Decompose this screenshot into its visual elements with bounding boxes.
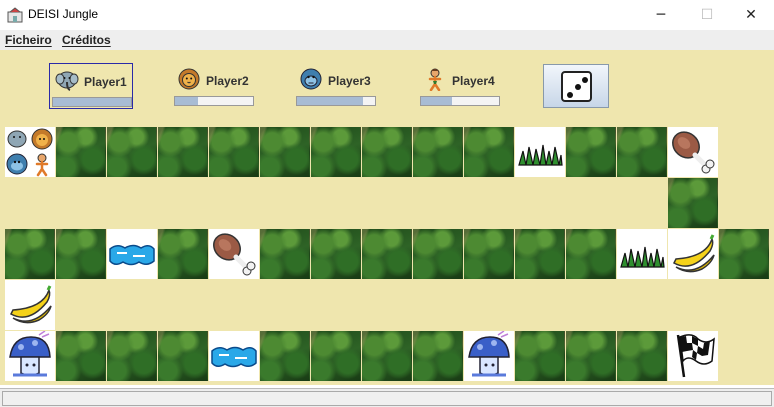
jungle-tile [413, 127, 463, 177]
jungle-tile [158, 229, 208, 279]
board-tile-players [5, 127, 55, 177]
dice-icon [561, 71, 592, 102]
jungle-tile [107, 331, 157, 381]
player-name: Player1 [84, 75, 127, 89]
jungle-tile [617, 331, 667, 381]
jungle-tile [5, 229, 55, 279]
mushroom-icon [468, 331, 510, 377]
jungle-tile [107, 127, 157, 177]
player-selection-box[interactable]: Player1 [49, 63, 133, 109]
board-tile-grass [617, 229, 667, 279]
player-selection-box[interactable]: Player3 [294, 63, 378, 109]
jungle-tile [260, 229, 310, 279]
player-energy-bar [420, 96, 500, 106]
water-icon [109, 244, 155, 266]
lion-icon [178, 68, 200, 90]
jungle-tile [56, 127, 106, 177]
jungle-tile [566, 127, 616, 177]
game-board [5, 127, 769, 382]
jungle-tile [566, 331, 616, 381]
board-tile-meat [209, 229, 259, 279]
title-bar: DEISI Jungle ─ ☐ ✕ [0, 0, 774, 30]
jungle-tile [260, 127, 310, 177]
jungle-tile [362, 229, 412, 279]
board-tile-mushroom [464, 331, 514, 381]
gorilla-icon [300, 68, 322, 90]
menu-bar: Ficheiro Créditos [0, 30, 774, 50]
board-tile-grass [515, 127, 565, 177]
jungle-tile [413, 331, 463, 381]
board-tile-banana [668, 229, 718, 279]
window-title: DEISI Jungle [28, 7, 99, 21]
jungle-tile [515, 331, 565, 381]
grass-icon [518, 144, 563, 166]
player-energy-bar [174, 96, 254, 106]
banana-icon [10, 285, 52, 324]
board-tile-finish [668, 331, 718, 381]
elephant-icon [55, 71, 79, 91]
jungle-tile [158, 127, 208, 177]
player-energy-bar [52, 97, 132, 107]
jungle-tile [311, 127, 361, 177]
jungle-tile [515, 229, 565, 279]
player-name: Player2 [206, 74, 249, 88]
tarzan-icon [428, 68, 442, 91]
player-name: Player3 [328, 74, 371, 88]
menu-ficheiro[interactable]: Ficheiro [5, 33, 52, 47]
jungle-tile [362, 127, 412, 177]
players-start-icon [6, 128, 53, 177]
jungle-tile [56, 229, 106, 279]
jungle-tile [464, 229, 514, 279]
board-tile-water [209, 331, 259, 381]
meat-icon [213, 233, 256, 276]
grass-icon [620, 246, 665, 268]
menu-creditos[interactable]: Créditos [62, 33, 111, 47]
banana-icon [673, 234, 715, 273]
water-icon [211, 346, 257, 368]
finish-flag-icon [676, 334, 715, 378]
player-selection-box[interactable]: Player4 [418, 63, 502, 109]
close-button[interactable]: ✕ [745, 7, 757, 23]
jungle-tile [362, 331, 412, 381]
jungle-tile [311, 229, 361, 279]
maximize-button[interactable]: ☐ [700, 7, 714, 23]
jungle-tile [719, 229, 769, 279]
jungle-tile [56, 331, 106, 381]
jungle-tile [617, 127, 667, 177]
jungle-tile [209, 127, 259, 177]
player-energy-bar [296, 96, 376, 106]
jungle-tile [413, 229, 463, 279]
player-name: Player4 [452, 74, 495, 88]
board-tile-meat [668, 127, 718, 177]
board-tile-banana [5, 280, 55, 330]
board-tile-water [107, 229, 157, 279]
player-selection-box[interactable]: Player2 [172, 63, 256, 109]
status-bar [0, 388, 774, 407]
minimize-button[interactable]: ─ [656, 7, 666, 23]
jungle-tile [158, 331, 208, 381]
meat-icon [672, 131, 715, 174]
mushroom-icon [9, 331, 51, 377]
jungle-tile [260, 331, 310, 381]
jungle-tile [311, 331, 361, 381]
java-app-icon [7, 7, 23, 23]
jungle-tile [668, 178, 718, 228]
board-tile-mushroom [5, 331, 55, 381]
game-panel: Player1 Player2 Player3 [0, 50, 774, 385]
jungle-tile [464, 127, 514, 177]
jungle-tile [566, 229, 616, 279]
roll-dice-button[interactable] [543, 64, 609, 108]
